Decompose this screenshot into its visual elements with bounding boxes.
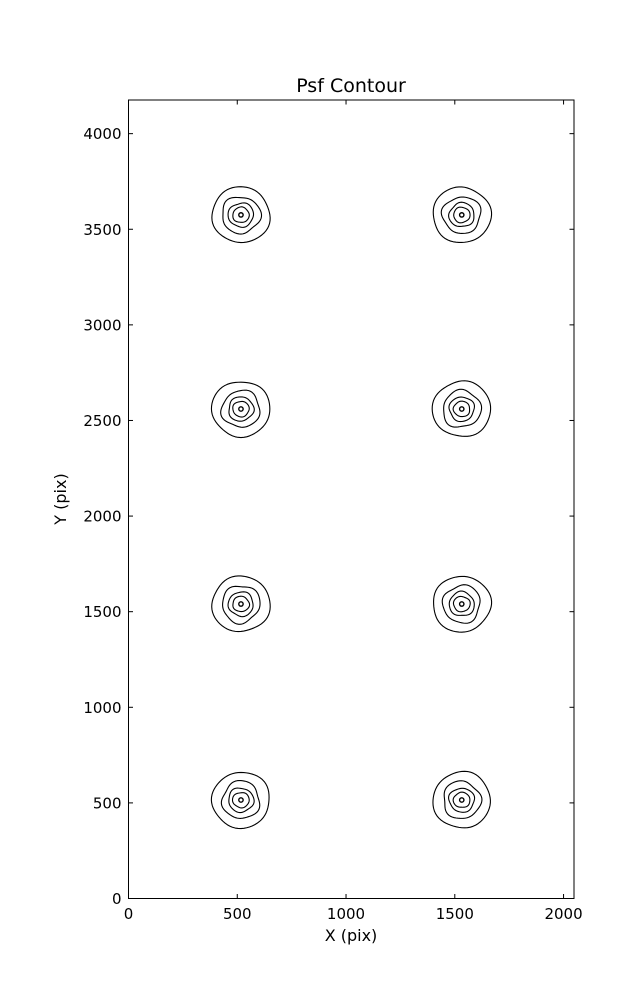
plot-title: Psf Contour — [296, 75, 406, 97]
psf-contour-ring — [448, 787, 476, 813]
y-axis-label: Y (pix) — [51, 473, 70, 525]
psf-contour-ring — [433, 575, 493, 633]
psf-contour-core — [238, 797, 244, 803]
psf-contour-ring — [227, 202, 255, 228]
psf-contour-ring — [227, 591, 254, 618]
y-tick-label: 4000 — [83, 125, 121, 143]
psf-contour-ring — [432, 770, 491, 829]
y-tick-label: 500 — [93, 794, 122, 812]
psf-contour-ring — [220, 779, 261, 819]
psf-contour-ring — [220, 389, 261, 428]
psf-contour-ring — [232, 206, 250, 223]
psf-contour-ring — [228, 396, 255, 422]
y-tick-label: 0 — [112, 890, 122, 908]
psf-contour-ring — [448, 396, 475, 423]
axes-frame — [128, 99, 575, 899]
psf-contour-ring — [443, 388, 483, 428]
psf-contour-ring — [441, 584, 481, 624]
psf-contour-ring — [210, 381, 271, 439]
psf-contour-ring — [453, 206, 471, 224]
psf-contour-ring — [222, 585, 261, 625]
psf-contour-ring — [443, 780, 483, 819]
psf-contour-ring — [440, 196, 482, 234]
y-tick-label: 1000 — [83, 699, 121, 717]
y-tick-label: 2000 — [83, 508, 121, 526]
x-tick-label: 500 — [223, 905, 252, 923]
x-tick-label: 0 — [124, 905, 134, 923]
psf-contour-core — [458, 406, 465, 412]
psf-contour-ring — [452, 791, 471, 808]
psf-contour-ring — [211, 186, 271, 244]
psf-contours — [210, 186, 493, 830]
psf-contour-core — [238, 212, 244, 218]
x-tick-label: 1500 — [436, 905, 474, 923]
psf-contour-ring — [232, 595, 251, 613]
psf-contour-core — [458, 601, 465, 607]
psf-contour-ring — [231, 792, 250, 809]
psf-contour-core — [458, 797, 465, 803]
psf-contour-ring — [228, 787, 255, 814]
y-tick-label: 2500 — [83, 412, 121, 430]
psf-contour-ring — [222, 196, 263, 235]
psf-contour-core — [238, 406, 244, 412]
x-axis-label: X (pix) — [325, 926, 378, 945]
y-tick-label: 3500 — [83, 221, 121, 239]
psf-contour-ring — [211, 575, 271, 633]
x-tick-label: 1000 — [327, 905, 365, 923]
psf-contour-core — [238, 601, 244, 607]
psf-contour-core — [458, 212, 465, 218]
psf-contour-ring — [448, 201, 475, 228]
psf-contour-ring — [452, 400, 471, 418]
x-tick-label: 2000 — [544, 905, 582, 923]
psf-contour-ring — [232, 400, 250, 418]
axis-ticks: 0 500 1000 1500 2000 0 500 1000 1500 2000 2500 3000… — [83, 100, 583, 923]
psf-contour-ring — [210, 771, 270, 830]
psf-contour-ring — [432, 186, 493, 243]
psf-contour-ring — [448, 590, 475, 616]
psf-contour-ring — [431, 380, 492, 437]
y-tick-label: 3000 — [83, 316, 121, 334]
psf-contour-ring — [452, 595, 471, 613]
y-tick-label: 1500 — [83, 603, 121, 621]
